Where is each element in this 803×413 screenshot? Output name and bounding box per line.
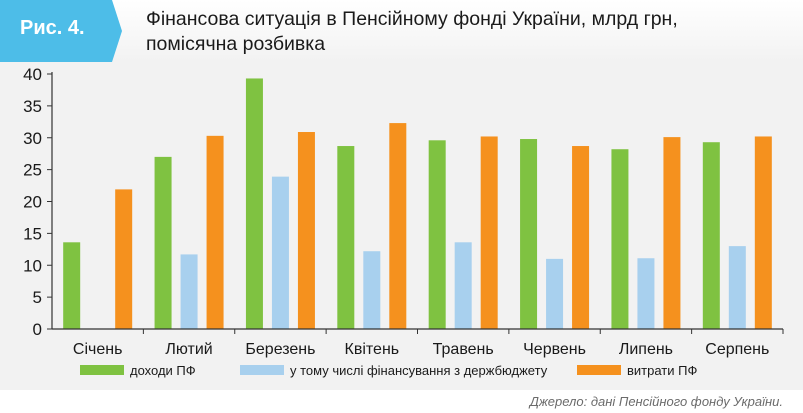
- bar-expenses: [297, 132, 315, 329]
- bar-expenses: [389, 123, 407, 330]
- x-tick-label: Квітень: [345, 341, 400, 358]
- x-tick-label: Червень: [523, 341, 586, 358]
- bar-expenses: [206, 135, 224, 329]
- x-tick-label: Лютий: [165, 341, 212, 358]
- x-tick-label: Травень: [433, 341, 494, 358]
- bar-income: [63, 242, 81, 329]
- x-tick-label: Березень: [245, 341, 315, 358]
- bar-expenses: [663, 137, 681, 329]
- y-tick-label: 0: [33, 320, 42, 339]
- bar-chart: 0 5 10 15 20 25 30 35 40 Січень Лютий Березень Квіте…: [23, 65, 784, 378]
- chart-title: Фінансова ситуація в Пенсійному фонді Ук…: [146, 8, 678, 55]
- bar-expenses: [115, 189, 133, 329]
- bar-budget-financing: [271, 176, 289, 329]
- x-tick-label: Серпень: [705, 341, 769, 358]
- y-tick-label: 15: [23, 224, 42, 243]
- bar-income: [520, 139, 538, 329]
- bar-expenses: [480, 136, 498, 329]
- bar-income: [428, 140, 446, 329]
- legend-swatch: [577, 365, 621, 375]
- y-tick-label: 25: [23, 161, 42, 180]
- bar-expenses: [754, 136, 772, 329]
- figure-badge: Рис. 4.: [0, 0, 130, 62]
- bar-expenses: [572, 146, 590, 329]
- source-note: Джерело: дані Пенсійного фонду України.: [529, 394, 783, 409]
- bar-budget-financing: [454, 242, 472, 329]
- figure-header: Рис. 4. Фінансова ситуація в Пенсійному …: [0, 0, 803, 62]
- y-tick-label: 40: [23, 65, 42, 84]
- legend-swatch: [80, 365, 124, 375]
- figure-label: Рис. 4.: [20, 17, 85, 39]
- x-tick-label: Липень: [619, 341, 673, 358]
- legend-label: витрати ПФ: [627, 363, 697, 378]
- y-tick-label: 30: [23, 129, 42, 148]
- bar-income: [611, 149, 629, 329]
- bar-budget-financing: [180, 254, 198, 329]
- bar-budget-financing: [363, 251, 381, 329]
- badge-shape: [0, 0, 122, 62]
- bar-budget-financing: [728, 246, 746, 329]
- bar-income: [702, 142, 720, 329]
- y-tick-label: 5: [33, 288, 42, 307]
- y-tick-label: 20: [23, 193, 42, 212]
- legend-label: у тому числі фінансування з держбюджету: [290, 363, 548, 378]
- bar-budget-financing: [546, 258, 564, 329]
- bar-income: [337, 146, 355, 329]
- y-tick-label: 35: [23, 97, 42, 116]
- bar-income: [245, 78, 263, 330]
- legend-label: доходи ПФ: [130, 363, 196, 378]
- bar-income: [154, 156, 172, 329]
- bar-budget-financing: [637, 258, 655, 329]
- legend-swatch: [240, 365, 284, 375]
- x-tick-label: Січень: [73, 341, 123, 358]
- y-tick-label: 10: [23, 256, 42, 275]
